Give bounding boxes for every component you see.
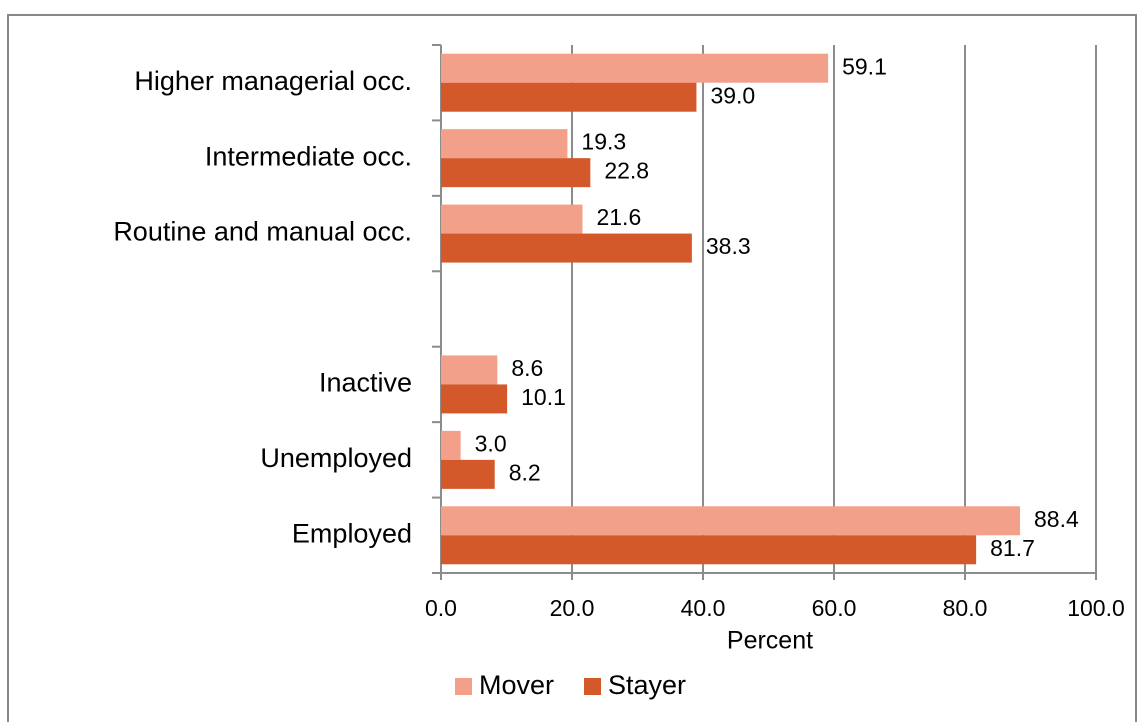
bar [441,506,1021,536]
bar [441,233,692,263]
data-label: 8.2 [509,459,541,485]
data-label: 21.6 [596,204,641,230]
bar [441,129,568,159]
data-label: 19.3 [581,129,626,155]
category-label: Routine and manual occ. [113,217,412,247]
data-label: 38.3 [706,233,751,259]
x-tick-label: 40.0 [681,595,726,621]
data-label: 39.0 [710,82,755,108]
data-label: 10.1 [521,384,566,410]
bar [441,430,461,460]
x-axis-label: Percent [727,627,813,655]
category-label: Intermediate occ. [205,141,412,171]
legend-label: Stayer [608,670,686,700]
x-tick-label: 60.0 [812,595,857,621]
data-label: 8.6 [511,355,543,381]
category-label: Unemployed [260,443,412,473]
bar [441,355,498,385]
bar [441,384,508,414]
data-label: 59.1 [842,53,887,79]
category-label: Employed [292,518,412,548]
bar [441,158,591,188]
x-tick-label: 80.0 [943,595,988,621]
x-tick-label: 20.0 [550,595,595,621]
category-label: Inactive [319,368,412,398]
data-label: 88.4 [1034,506,1079,532]
bar [441,82,697,112]
legend-swatch [584,678,602,695]
bar [441,53,829,83]
bar [441,204,583,234]
x-tick-label: 100.0 [1067,595,1125,621]
data-label: 81.7 [990,535,1035,561]
bar [441,535,977,565]
legend-label: Mover [479,670,554,700]
category-label: Higher managerial occ. [134,66,412,96]
x-tick-label: 0.0 [425,595,457,621]
data-label: 3.0 [475,430,507,456]
data-label: 22.8 [604,158,649,184]
bar [441,459,495,489]
legend-swatch [455,678,472,695]
